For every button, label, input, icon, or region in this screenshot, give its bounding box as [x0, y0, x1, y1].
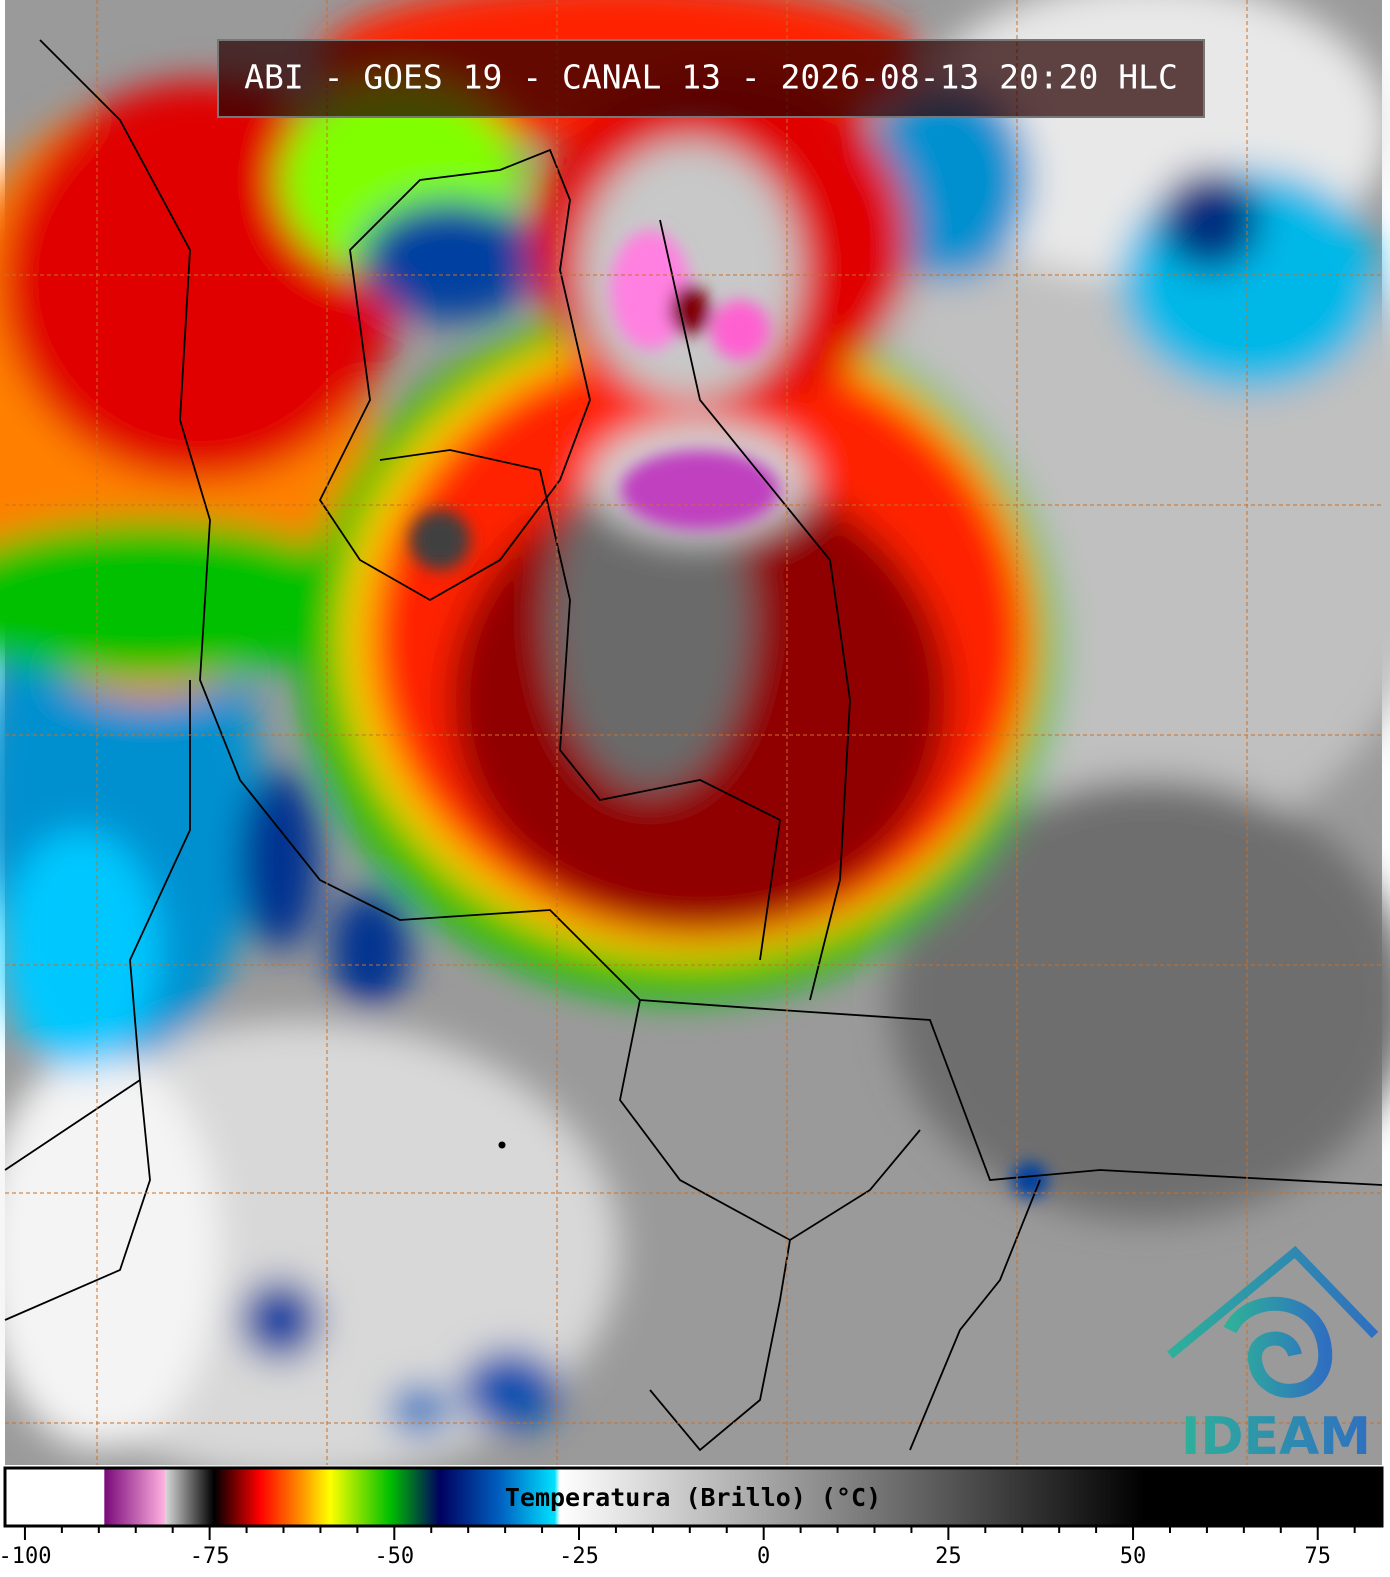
title: ABI - GOES 19 - CANAL 13 - 2026-08-13 20… [244, 58, 1178, 97]
tick-label: 75 [1304, 1544, 1331, 1569]
logo-spiral [1223, 1296, 1333, 1398]
city-dot [498, 1141, 506, 1149]
tick-label: 0 [757, 1544, 770, 1569]
logo: IDEAM [1167, 1245, 1379, 1467]
lat-lon-grid [5, 0, 1382, 1465]
colorbar-label: Temperatura (Brillo) (°C) [505, 1483, 881, 1512]
title-box [217, 39, 1205, 118]
tick-label: -50 [374, 1544, 414, 1569]
colorbar [3, 1466, 1384, 1528]
tick-label: 50 [1120, 1544, 1147, 1569]
tick-label: -100 [0, 1544, 51, 1569]
tick-label: -75 [190, 1544, 230, 1569]
logo-text: IDEAM [1181, 1407, 1371, 1467]
tick-label: -25 [559, 1544, 599, 1569]
map-image [0, 0, 1390, 1480]
colorbar-ticks: -100 -75 -50 -25 0 25 50 75 [0, 1527, 1356, 1569]
tick-label: 25 [935, 1544, 962, 1569]
borders [4, 39, 1383, 1452]
logo-roof [1167, 1245, 1379, 1359]
